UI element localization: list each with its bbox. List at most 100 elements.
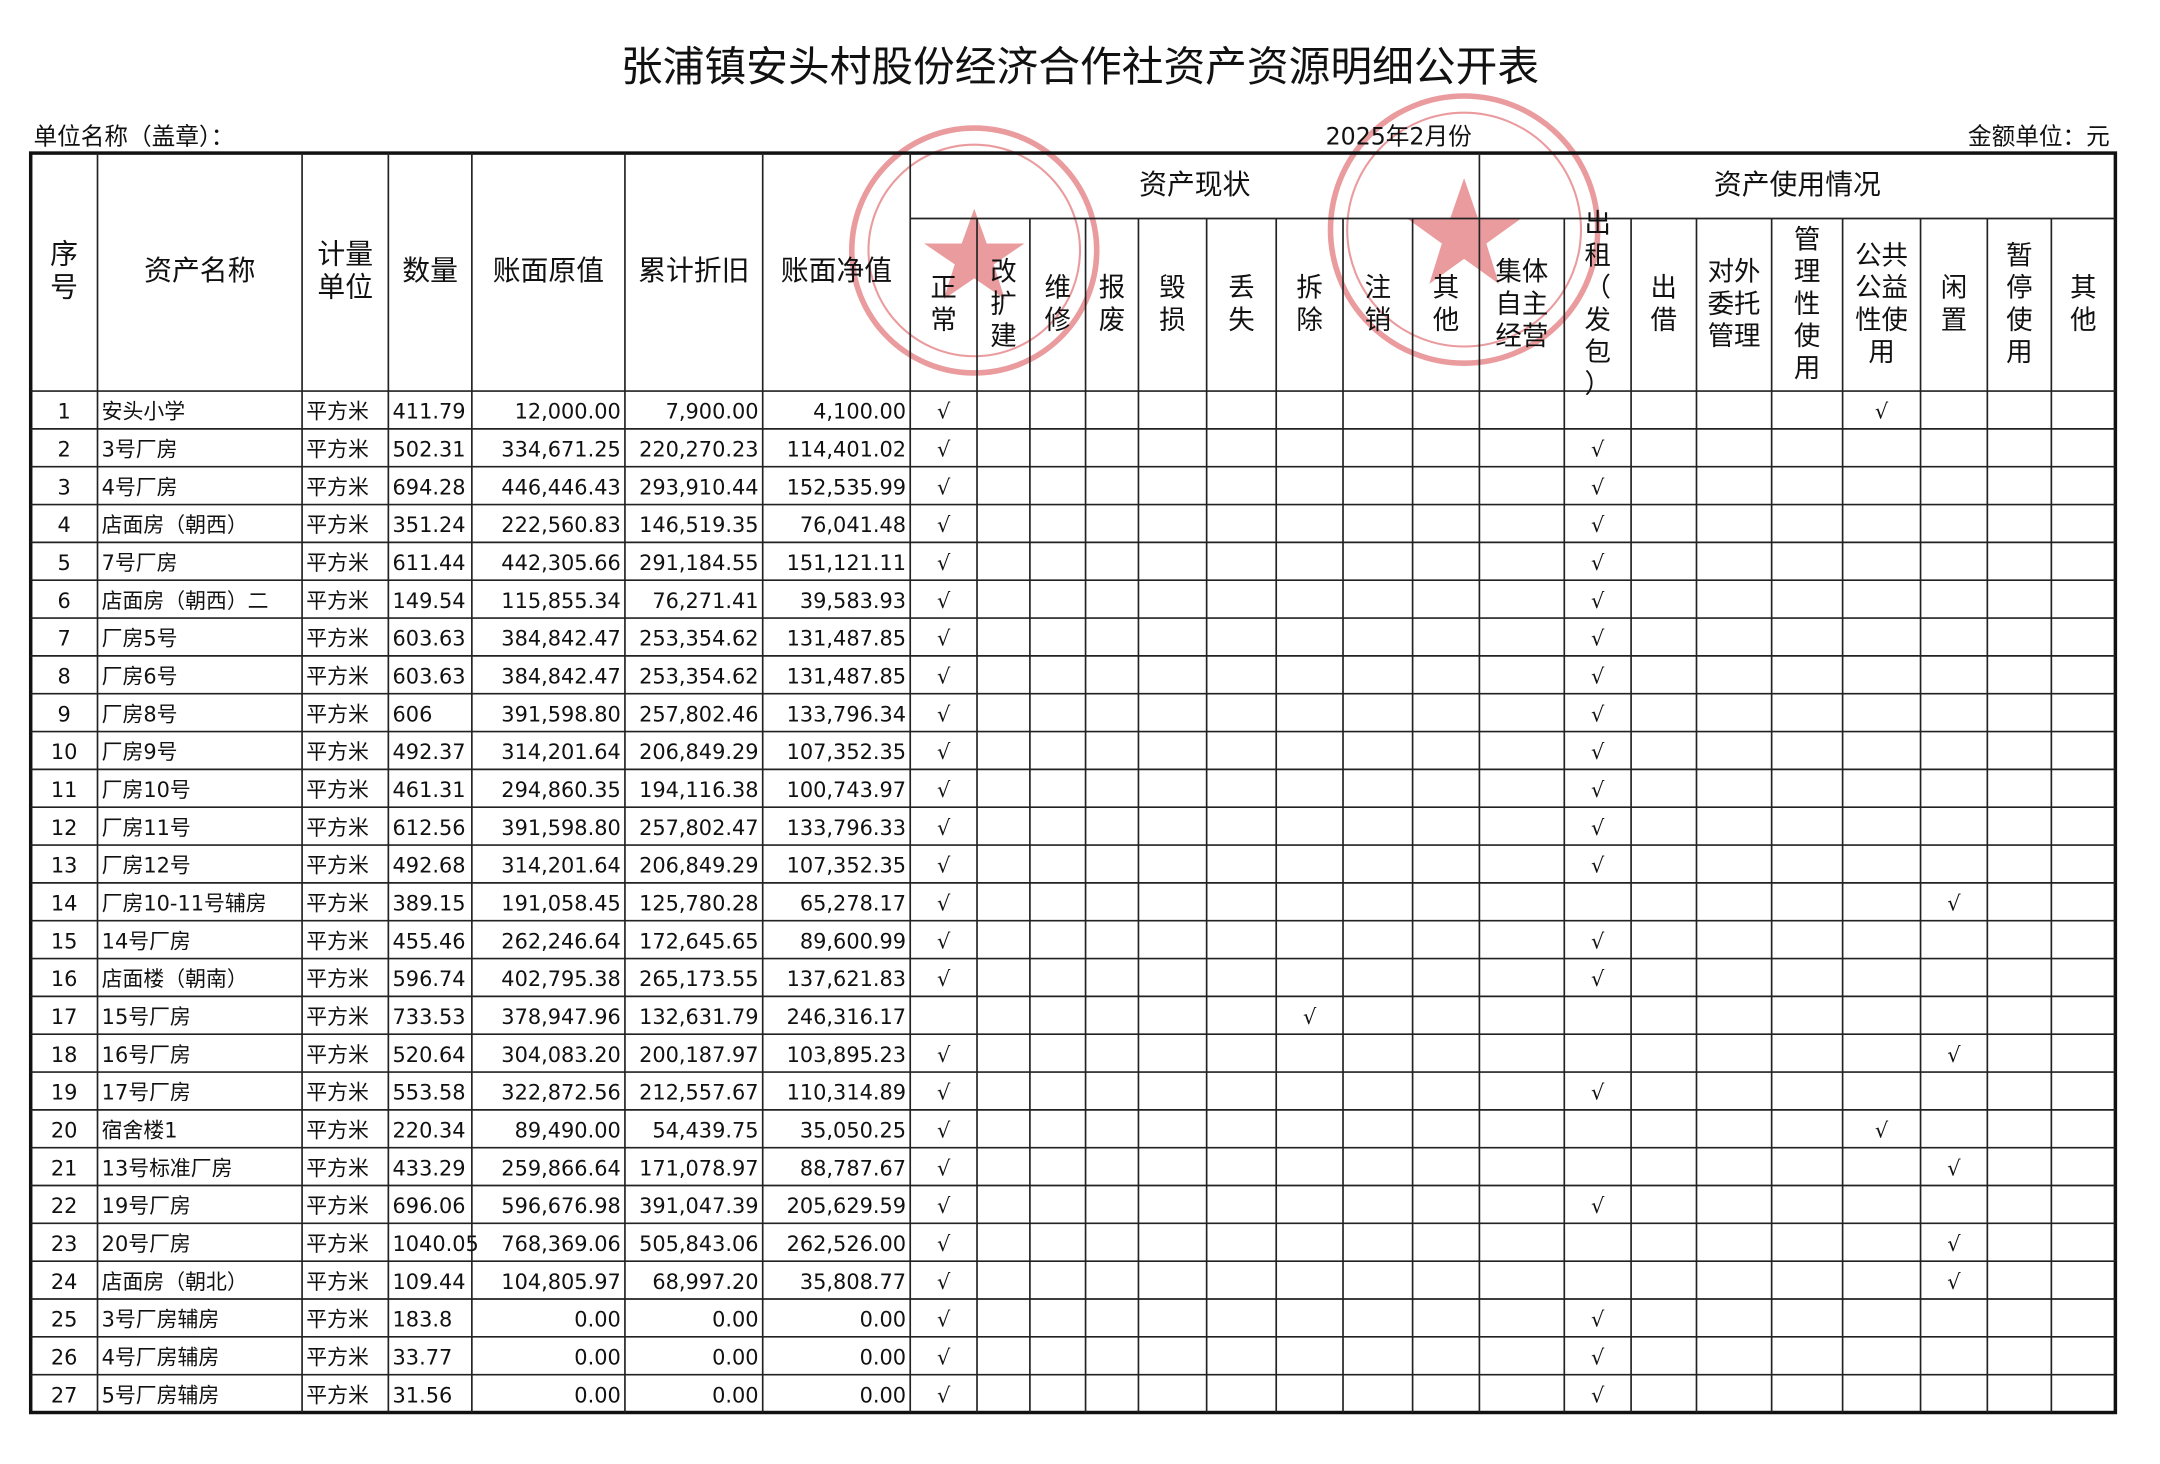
depreciation: 171,078.97	[639, 1156, 758, 1180]
column-header: 账面净值	[781, 254, 892, 287]
column-header: 丢失	[1228, 272, 1254, 335]
asset-name: 厂房8号	[102, 702, 178, 726]
quantity: 612.56	[393, 816, 466, 840]
row-number: 2	[57, 438, 70, 462]
check-mark: √	[1591, 551, 1605, 575]
quantity: 694.28	[393, 475, 466, 499]
quantity: 603.63	[393, 665, 466, 689]
check-mark: √	[1947, 1232, 1961, 1256]
asset-name: 店面房（朝西）二	[102, 589, 269, 613]
check-mark: √	[1591, 589, 1605, 613]
check-mark: √	[1947, 1043, 1961, 1067]
quantity: 183.8	[393, 1308, 453, 1332]
depreciation: 172,645.65	[639, 929, 758, 953]
stamp	[848, 125, 1100, 376]
column-header: 数量	[402, 254, 458, 287]
book-value: 0.00	[574, 1346, 620, 1370]
row-number: 15	[51, 929, 78, 953]
column-header: 改扩建	[990, 256, 1016, 351]
net-value: 152,535.99	[787, 475, 906, 499]
unit: 平方米	[306, 627, 369, 651]
book-value: 384,842.47	[501, 627, 620, 651]
row-number: 16	[51, 967, 78, 991]
row-number: 4	[57, 513, 70, 537]
depreciation: 505,843.06	[639, 1232, 758, 1256]
quantity: 31.56	[393, 1383, 453, 1407]
check-mark: √	[937, 513, 951, 537]
net-value: 262,526.00	[787, 1232, 906, 1256]
book-value: 596,676.98	[501, 1194, 620, 1218]
stamp	[1327, 93, 1601, 366]
stamps	[848, 93, 1601, 376]
quantity: 596.74	[393, 967, 466, 991]
book-value: 446,446.43	[501, 475, 620, 499]
column-header: 出借	[1651, 272, 1677, 335]
asset-name: 7号厂房	[102, 551, 178, 575]
column-header: 出租（发包）	[1584, 208, 1610, 399]
row-number: 14	[51, 892, 78, 916]
row-number: 23	[51, 1232, 78, 1256]
book-value: 0.00	[574, 1308, 620, 1332]
row-number: 22	[51, 1194, 78, 1218]
row-number: 7	[57, 627, 70, 651]
depreciation: 0.00	[712, 1346, 758, 1370]
depreciation: 391,047.39	[639, 1194, 758, 1218]
unit: 平方米	[306, 475, 369, 499]
check-mark: √	[937, 475, 951, 499]
book-value: 294,860.35	[501, 778, 620, 802]
asset-name: 厂房10号	[102, 778, 191, 802]
book-value: 222,560.83	[501, 513, 620, 537]
unit: 平方米	[306, 1043, 369, 1067]
depreciation: 194,116.38	[639, 778, 758, 802]
check-mark: √	[1591, 816, 1605, 840]
asset-name: 厂房11号	[102, 816, 191, 840]
depreciation: 132,631.79	[639, 1005, 758, 1029]
quantity: 433.29	[393, 1156, 466, 1180]
unit: 平方米	[306, 1081, 369, 1105]
unit: 平方米	[306, 400, 369, 424]
depreciation: 291,184.55	[639, 551, 758, 575]
net-value: 107,352.35	[787, 740, 906, 764]
quantity: 696.06	[393, 1194, 466, 1218]
check-mark: √	[1591, 929, 1605, 953]
group-header: 资产使用情况	[1714, 168, 1881, 201]
asset-name: 20号厂房	[102, 1232, 191, 1256]
asset-name: 15号厂房	[102, 1005, 191, 1029]
unit: 平方米	[306, 1270, 369, 1294]
net-value: 246,316.17	[787, 1005, 906, 1029]
check-mark: √	[937, 1232, 951, 1256]
unit: 平方米	[306, 1119, 369, 1143]
net-value: 4,100.00	[813, 400, 906, 424]
check-mark: √	[937, 1119, 951, 1143]
depreciation: 76,271.41	[652, 589, 758, 613]
book-value: 191,058.45	[501, 892, 620, 916]
net-value: 88,787.67	[800, 1156, 906, 1180]
asset-name: 5号厂房辅房	[102, 1383, 220, 1407]
check-mark: √	[1947, 1156, 1961, 1180]
check-mark: √	[937, 551, 951, 575]
book-value: 115,855.34	[501, 589, 620, 613]
unit: 平方米	[306, 740, 369, 764]
unit: 平方米	[306, 589, 369, 613]
quantity: 1040.05	[393, 1232, 479, 1256]
quantity: 149.54	[393, 589, 466, 613]
asset-name: 3号厂房	[102, 438, 178, 462]
check-mark: √	[1591, 854, 1605, 878]
check-mark: √	[937, 854, 951, 878]
unit: 平方米	[306, 438, 369, 462]
book-value: 334,671.25	[501, 438, 620, 462]
column-header: 资产名称	[144, 254, 255, 287]
row-number: 3	[57, 475, 70, 499]
book-value: 314,201.64	[501, 740, 620, 764]
check-mark: √	[1591, 740, 1605, 764]
book-value: 0.00	[574, 1383, 620, 1407]
check-mark: √	[937, 1346, 951, 1370]
stamp-inner	[1346, 111, 1583, 348]
row-number: 13	[51, 854, 78, 878]
check-mark: √	[1303, 1005, 1317, 1029]
book-value: 322,872.56	[501, 1081, 620, 1105]
check-mark: √	[937, 627, 951, 651]
depreciation: 265,173.55	[639, 967, 758, 991]
asset-name: 13号标准厂房	[102, 1156, 233, 1180]
depreciation: 257,802.47	[639, 816, 758, 840]
